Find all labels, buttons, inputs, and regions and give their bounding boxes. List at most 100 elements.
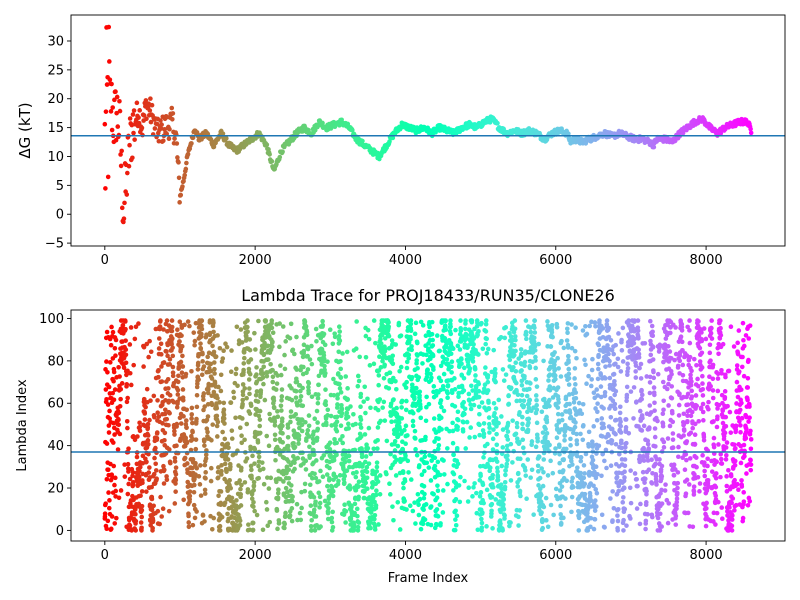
lambda-point xyxy=(219,472,224,477)
lambda-point xyxy=(173,471,179,477)
lambda-point xyxy=(644,500,649,505)
lambda-point xyxy=(546,378,551,383)
lambda-point xyxy=(429,319,435,325)
lambda-point xyxy=(205,390,211,396)
lambda-point xyxy=(623,445,628,450)
lambda-point xyxy=(358,425,364,430)
lambda-point xyxy=(237,518,243,524)
lambda-point xyxy=(644,488,649,494)
lambda-point xyxy=(628,500,634,506)
lambda-point xyxy=(534,403,539,408)
lambda-point xyxy=(527,397,533,403)
lambda-point xyxy=(314,408,320,414)
lambda-point xyxy=(529,439,535,444)
lambda-point xyxy=(190,420,195,426)
delta-g-point xyxy=(122,200,127,206)
lambda-point xyxy=(304,332,310,338)
lambda-point xyxy=(609,426,615,432)
lambda-point xyxy=(628,468,633,473)
delta-g-y-tick-label: −5 xyxy=(45,237,64,252)
lambda-point xyxy=(555,355,560,361)
lambda-point xyxy=(458,328,464,333)
lambda-point xyxy=(334,414,340,420)
delta-g-point xyxy=(189,141,194,146)
lambda-point xyxy=(209,376,215,381)
lambda-point xyxy=(134,454,140,460)
lambda-point xyxy=(137,424,143,430)
lambda-point xyxy=(311,494,317,500)
lambda-point xyxy=(624,523,629,528)
lambda-point xyxy=(545,473,551,478)
lambda-point xyxy=(464,419,470,425)
lambda-point xyxy=(261,364,267,370)
delta-g-point xyxy=(748,130,754,136)
lambda-point xyxy=(229,348,234,353)
lambda-point xyxy=(358,417,364,423)
lambda-point xyxy=(126,446,131,451)
lambda-point xyxy=(296,441,301,446)
lambda-point xyxy=(539,466,545,471)
lambda-point xyxy=(641,453,646,459)
lambda-point xyxy=(177,339,182,344)
delta-g-point xyxy=(183,166,189,172)
lambda-point xyxy=(374,488,379,494)
lambda-point xyxy=(481,455,486,460)
lambda-point xyxy=(167,447,172,452)
lambda-point xyxy=(517,410,522,415)
lambda-point xyxy=(453,508,458,514)
lambda-point xyxy=(450,420,455,426)
lambda-point xyxy=(513,368,519,374)
delta-g-x-ticks: 0 2000 4000 6000 8000 xyxy=(101,246,723,268)
lambda-point xyxy=(640,415,645,421)
lambda-point xyxy=(417,389,423,395)
lambda-point xyxy=(275,414,281,420)
lambda-point xyxy=(252,330,257,336)
lambda-point xyxy=(282,521,287,527)
lambda-point xyxy=(104,359,109,364)
lambda-point xyxy=(374,469,380,474)
delta-g-point xyxy=(149,102,155,108)
lambda-point xyxy=(395,499,401,505)
lambda-point xyxy=(633,363,639,368)
lambda-point xyxy=(483,318,489,323)
lambda-point xyxy=(212,366,217,372)
delta-g-point xyxy=(126,163,132,169)
delta-g-point xyxy=(148,96,153,101)
delta-g-point xyxy=(566,131,571,136)
lambda-point xyxy=(145,438,151,443)
lambda-point xyxy=(123,319,128,324)
lambda-point xyxy=(124,372,129,378)
lambda-point xyxy=(346,453,352,459)
lambda-point xyxy=(461,399,467,405)
lambda-point xyxy=(425,367,430,373)
lambda-point xyxy=(562,433,567,438)
lambda-point xyxy=(270,344,275,349)
lambda-point xyxy=(536,483,541,488)
lambda-point xyxy=(186,520,192,525)
delta-g-point xyxy=(180,184,185,189)
lambda-point xyxy=(556,420,562,425)
delta-g-point xyxy=(224,136,229,141)
lambda-point xyxy=(561,457,566,462)
lambda-point xyxy=(323,402,329,408)
lambda-point xyxy=(558,520,564,526)
lambda-point xyxy=(573,420,578,425)
lambda-point xyxy=(512,318,518,323)
lambda-point xyxy=(242,480,248,485)
lambda-point xyxy=(619,438,624,444)
delta-g-point xyxy=(156,138,162,144)
lambda-point xyxy=(648,410,654,415)
lambda-point xyxy=(170,336,175,341)
lambda-point xyxy=(534,407,540,413)
lambda-point xyxy=(117,374,122,379)
lambda-point xyxy=(105,518,111,524)
lambda-point xyxy=(193,460,198,466)
lambda-point xyxy=(299,422,305,428)
lambda-point xyxy=(512,326,518,332)
lambda-point xyxy=(382,418,388,423)
lambda-point xyxy=(599,473,604,479)
lambda-point xyxy=(106,430,112,435)
lambda-point xyxy=(153,468,159,473)
lambda-point xyxy=(368,525,373,531)
lambda-point xyxy=(240,392,246,398)
